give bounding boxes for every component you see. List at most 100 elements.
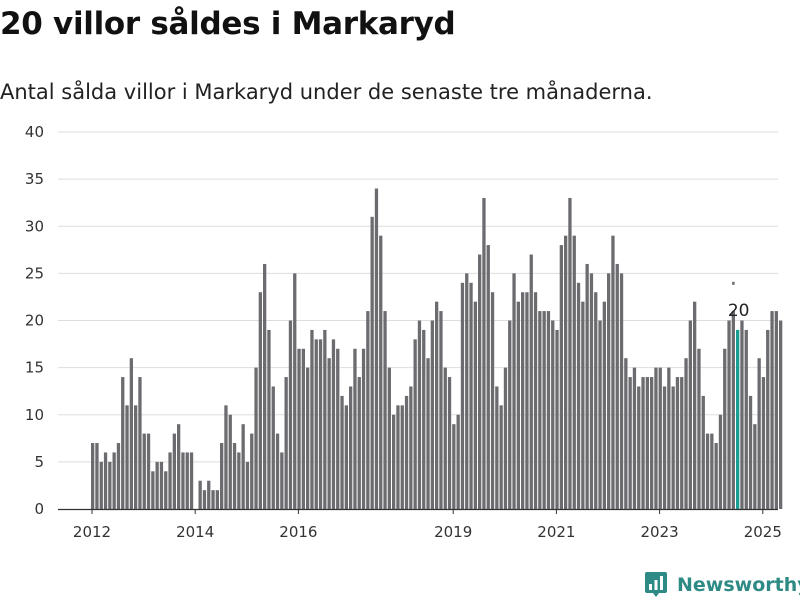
bar <box>533 292 538 509</box>
previous-period-marker <box>732 281 735 285</box>
bar <box>572 235 576 510</box>
bar <box>314 339 318 509</box>
bar <box>250 433 254 509</box>
bar <box>271 386 275 509</box>
bar <box>172 433 176 509</box>
bar <box>228 414 232 509</box>
bar <box>490 292 495 509</box>
bar <box>159 461 164 509</box>
bar <box>555 329 559 509</box>
y-tick-label: 0 <box>34 500 44 518</box>
bar <box>103 452 108 509</box>
bar <box>680 377 684 509</box>
bar <box>95 443 99 509</box>
bar <box>99 461 103 509</box>
bar <box>486 245 490 509</box>
bar <box>108 461 112 509</box>
bar <box>538 311 542 509</box>
bar <box>478 254 482 509</box>
bar <box>336 348 340 509</box>
bar <box>684 358 688 509</box>
y-tick-label: 40 <box>25 123 44 141</box>
bar <box>529 254 533 509</box>
bar <box>744 329 748 509</box>
bar <box>439 311 443 509</box>
bar <box>275 433 280 509</box>
bar <box>370 216 374 509</box>
bar <box>121 377 125 509</box>
x-tick-label: 2019 <box>434 523 472 540</box>
page-title: 20 villor såldes i Markaryd <box>0 6 456 42</box>
bar <box>482 197 486 509</box>
bar <box>727 320 731 509</box>
bar <box>125 405 129 509</box>
x-tick-label: 2016 <box>279 523 317 540</box>
bar <box>697 348 701 509</box>
x-tick-label: 2021 <box>537 523 575 540</box>
bar <box>469 282 473 509</box>
bar <box>344 405 348 509</box>
x-tick-label: 2023 <box>641 523 679 540</box>
bar <box>465 273 469 509</box>
bar <box>232 443 237 509</box>
bar <box>611 235 615 510</box>
bar <box>349 386 353 509</box>
bar <box>164 471 168 509</box>
bar <box>413 339 417 509</box>
bar <box>181 452 185 509</box>
bar <box>323 329 327 509</box>
bars <box>91 188 783 510</box>
y-tick-label: 20 <box>25 312 44 330</box>
bar <box>224 405 228 509</box>
bar <box>714 443 718 509</box>
bar <box>396 405 400 509</box>
bar <box>263 263 267 509</box>
bar <box>387 367 391 509</box>
bar <box>641 377 645 509</box>
bar <box>693 301 697 509</box>
x-tick-label: 2025 <box>744 523 782 540</box>
bar <box>688 320 692 509</box>
bar <box>237 452 241 509</box>
bar <box>516 301 520 509</box>
bar <box>723 348 727 509</box>
bar <box>202 490 207 509</box>
x-tick-label: 2012 <box>73 523 111 540</box>
bar <box>293 273 297 509</box>
bar <box>675 377 680 509</box>
bar <box>559 245 563 509</box>
bar <box>138 377 142 509</box>
brand-name: Newsworthy <box>677 574 800 596</box>
bar <box>297 348 301 509</box>
y-tick-label: 35 <box>25 170 44 188</box>
bar <box>220 443 224 509</box>
bar <box>318 339 323 509</box>
bar <box>284 377 288 509</box>
bar <box>748 395 753 509</box>
bar <box>189 452 194 509</box>
bar <box>327 358 331 509</box>
bar <box>129 358 133 509</box>
bar <box>112 452 116 509</box>
bar <box>245 461 250 509</box>
bar <box>168 452 172 509</box>
bar <box>753 424 757 509</box>
y-tick-label: 10 <box>25 406 44 424</box>
bar <box>198 480 202 509</box>
bar <box>211 490 215 509</box>
bar <box>589 273 594 509</box>
bar <box>116 443 121 509</box>
bar <box>447 377 452 509</box>
bar <box>645 377 649 509</box>
y-axis-labels: 0 5 10 15 20 25 30 35 40 <box>25 123 44 518</box>
bar <box>435 301 439 509</box>
bar <box>340 395 344 509</box>
bar <box>658 367 662 509</box>
y-tick-label: 5 <box>34 453 44 471</box>
bar-highlight <box>736 329 740 509</box>
bar <box>366 311 370 509</box>
bar <box>207 480 211 509</box>
bar <box>662 386 667 509</box>
bar <box>650 377 654 509</box>
